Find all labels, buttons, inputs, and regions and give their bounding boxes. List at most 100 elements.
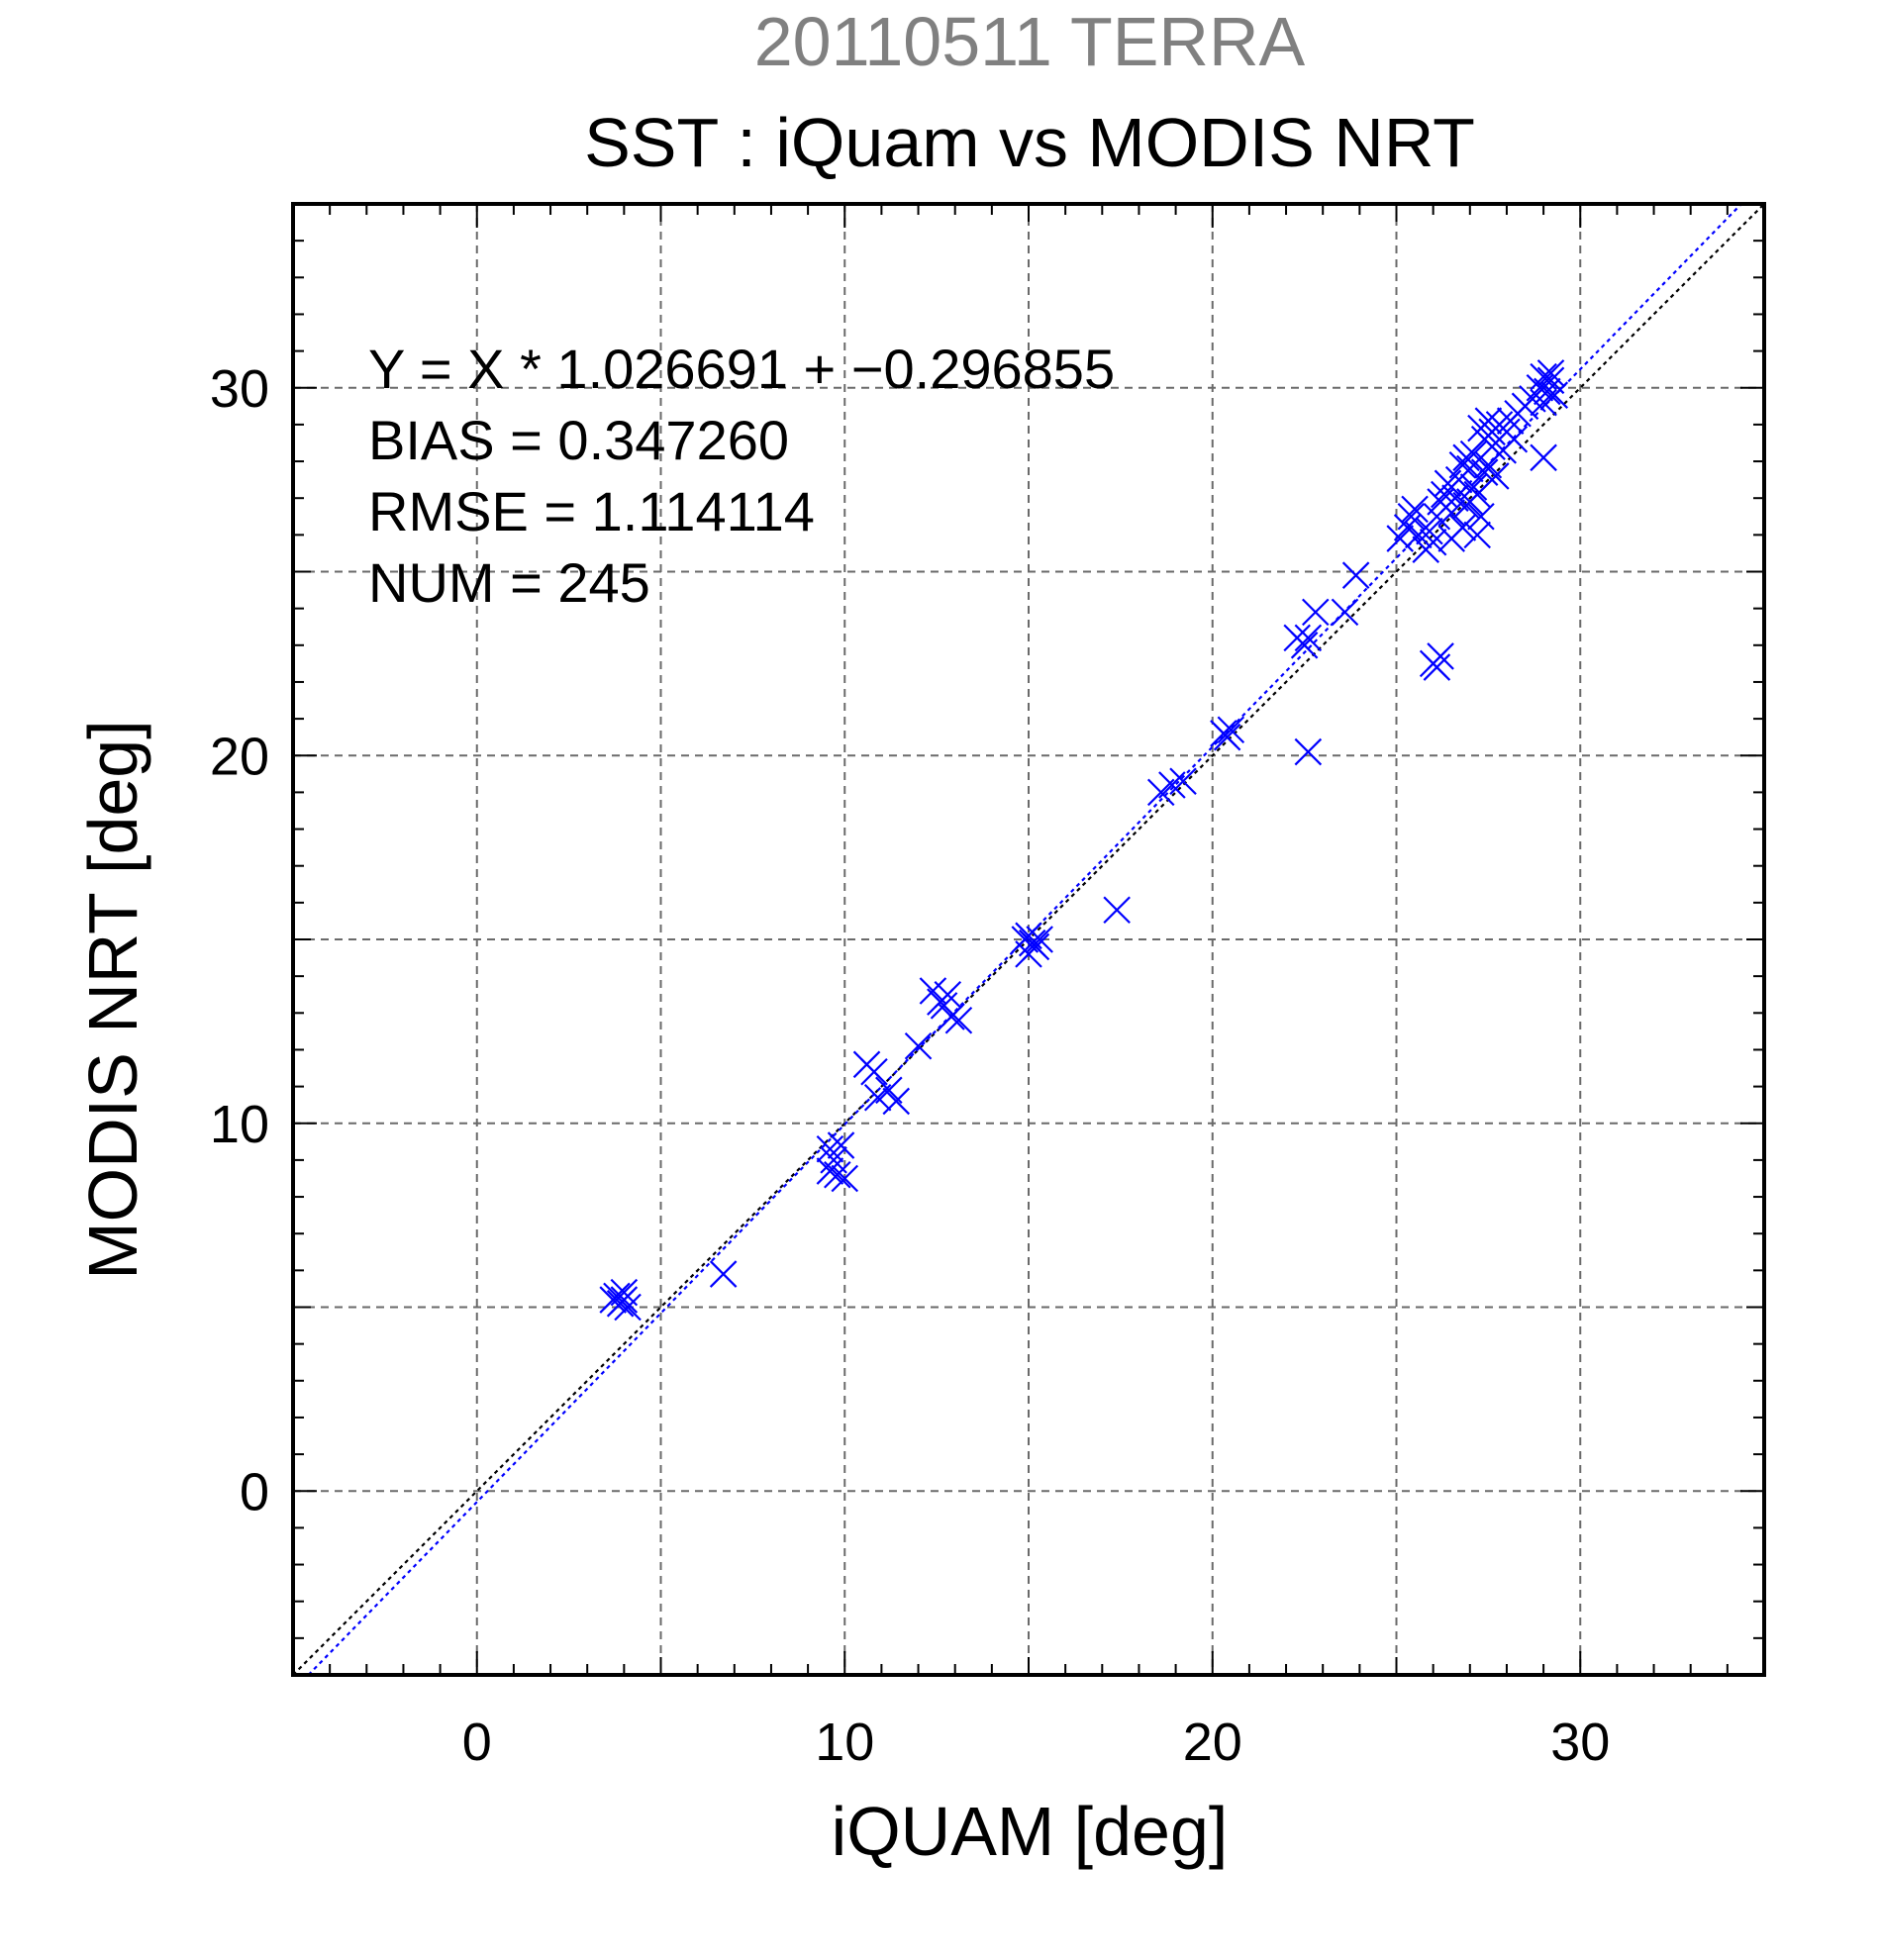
data-point (1470, 458, 1499, 486)
data-point (1459, 473, 1488, 501)
data-point (1301, 598, 1330, 627)
data-point-stroke (709, 1260, 738, 1288)
data-point-stroke (1470, 458, 1499, 486)
data-point-stroke (1530, 362, 1557, 391)
data-point-stroke (1401, 495, 1429, 524)
data-point (1294, 737, 1323, 766)
data-point-stroke (827, 1131, 855, 1159)
data-point (1026, 926, 1053, 953)
y-tick-label: 0 (240, 1462, 269, 1521)
rmse-stat: RMSE = 1.114114 (368, 480, 815, 542)
data-point-stroke (1536, 366, 1565, 395)
data-point-stroke (1015, 940, 1042, 968)
data-point-stroke (610, 1286, 639, 1314)
data-point-stroke (1500, 425, 1529, 453)
data-point (599, 1286, 627, 1314)
data-point-stroke (1397, 502, 1426, 531)
data-point-stroke (831, 1164, 859, 1193)
data-point (904, 1031, 933, 1060)
data-point-stroke (930, 992, 958, 1020)
data-point-stroke (1434, 469, 1462, 498)
data-point-stroke (1467, 502, 1495, 531)
data-point-stroke (1463, 521, 1492, 549)
y-tick-label: 30 (210, 359, 269, 419)
data-point-stroke (1427, 642, 1454, 670)
data-point-stroke (1169, 767, 1197, 796)
data-point-stroke (820, 1146, 847, 1174)
data-point (816, 1134, 844, 1163)
fit-equation: Y = X * 1.026691 + −0.296855 (368, 338, 1115, 400)
data-point-stroke (1290, 632, 1319, 659)
data-point (1500, 425, 1529, 453)
data-point-stroke (1448, 514, 1477, 541)
data-point (1534, 377, 1561, 406)
data-point-stroke (1301, 598, 1330, 627)
data-point (1103, 896, 1131, 925)
data-point-stroke (1294, 737, 1323, 766)
data-point-stroke (1213, 723, 1241, 751)
data-point-stroke (614, 1293, 642, 1322)
data-point (1294, 624, 1323, 652)
data-point-stroke (1478, 418, 1506, 446)
data-point-stroke (1482, 462, 1510, 490)
data-point (1217, 716, 1245, 744)
data-point (1482, 462, 1510, 490)
chart-title: SST : iQuam vs MODIS NRT (584, 104, 1475, 181)
data-point (1467, 502, 1495, 531)
data-point-stroke (1217, 716, 1245, 744)
data-point (1290, 632, 1319, 659)
y-axis-label: MODIS NRT [deg] (74, 720, 151, 1279)
data-point (882, 1087, 911, 1116)
data-point-stroke (919, 977, 947, 1005)
data-point-stroke (824, 1160, 851, 1189)
data-point-stroke (1530, 388, 1557, 417)
data-point (1536, 359, 1565, 387)
bias-stat: BIAS = 0.347260 (368, 409, 789, 471)
x-tick-label: 20 (1183, 1713, 1242, 1772)
data-point (1213, 723, 1241, 751)
data-point (610, 1286, 639, 1314)
data-point-stroke (1416, 517, 1443, 545)
data-points (599, 359, 1569, 1322)
data-point-stroke (1423, 653, 1451, 681)
data-point (831, 1164, 859, 1193)
x-tick-label: 30 (1550, 1713, 1610, 1772)
data-point (1419, 529, 1447, 556)
data-point (1397, 502, 1426, 531)
data-point-stroke (1011, 926, 1040, 953)
data-point (827, 1131, 855, 1159)
data-point (930, 992, 958, 1020)
data-point (1478, 418, 1506, 446)
data-point-stroke (938, 1003, 965, 1030)
data-point (1530, 388, 1557, 417)
data-point (1331, 598, 1359, 627)
data-point (934, 980, 962, 1009)
data-point-stroke (1530, 443, 1557, 472)
data-point-stroke (875, 1076, 903, 1105)
data-point (1341, 561, 1370, 589)
data-point-stroke (1419, 529, 1447, 556)
data-point-stroke (1294, 624, 1323, 652)
num-stat: NUM = 245 (368, 551, 650, 614)
data-point (1158, 771, 1186, 799)
data-point-stroke (944, 1006, 973, 1034)
data-point-stroke (1459, 473, 1488, 501)
data-point-stroke (1452, 443, 1480, 472)
data-point (1427, 642, 1454, 670)
plot-frame (291, 202, 1766, 1677)
data-point-stroke (816, 1134, 844, 1163)
data-point (824, 1160, 851, 1189)
data-point-stroke (1158, 771, 1186, 799)
data-point-stroke (882, 1087, 911, 1116)
data-point-stroke (816, 1157, 844, 1185)
data-point-stroke (934, 980, 962, 1009)
data-point (1474, 407, 1503, 435)
data-point-stroke (1448, 450, 1477, 479)
data-point-stroke (1536, 359, 1565, 387)
data-point (1448, 450, 1477, 479)
data-point-stroke (1474, 407, 1503, 435)
data-point-stroke (1534, 377, 1561, 406)
data-point (1401, 495, 1429, 524)
data-point-stroke (1103, 896, 1131, 925)
